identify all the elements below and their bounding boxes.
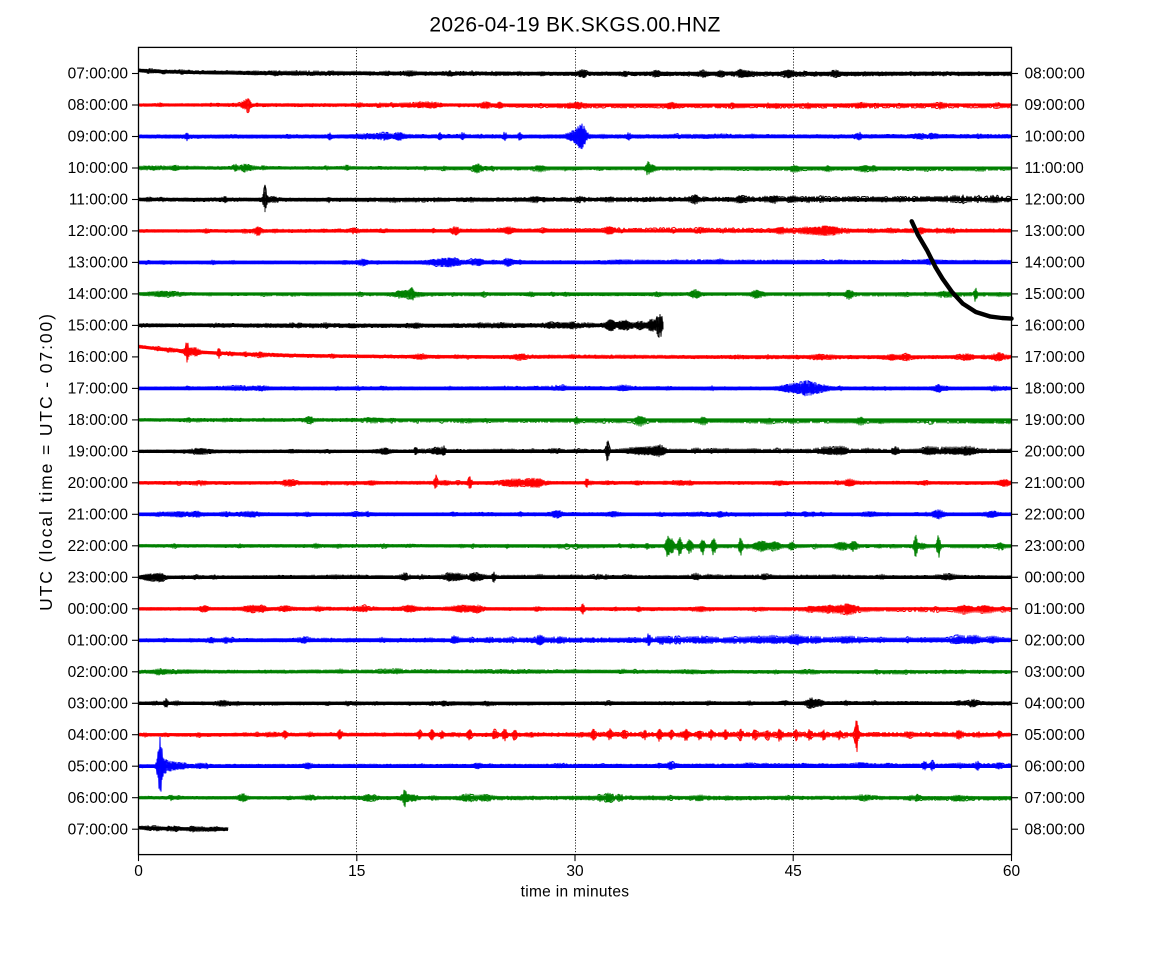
svg-text:11:00:00: 11:00:00 [1025, 160, 1085, 177]
svg-text:03:00:00: 03:00:00 [1025, 664, 1086, 681]
svg-text:21:00:00: 21:00:00 [1025, 475, 1086, 492]
svg-text:03:00:00: 03:00:00 [68, 696, 129, 713]
svg-text:02:00:00: 02:00:00 [1025, 633, 1086, 650]
svg-text:14:00:00: 14:00:00 [68, 286, 129, 303]
svg-text:00:00:00: 00:00:00 [1025, 570, 1086, 587]
svg-text:04:00:00: 04:00:00 [1025, 696, 1086, 713]
svg-text:time in minutes: time in minutes [521, 884, 630, 901]
svg-text:05:00:00: 05:00:00 [68, 758, 129, 775]
svg-text:13:00:00: 13:00:00 [1025, 223, 1086, 240]
svg-text:01:00:00: 01:00:00 [1025, 601, 1086, 618]
svg-text:10:00:00: 10:00:00 [1025, 129, 1086, 146]
svg-text:06:00:00: 06:00:00 [1025, 758, 1086, 775]
svg-text:08:00:00: 08:00:00 [68, 97, 129, 114]
svg-text:07:00:00: 07:00:00 [68, 821, 129, 838]
svg-text:19:00:00: 19:00:00 [68, 444, 129, 461]
svg-text:21:00:00: 21:00:00 [68, 507, 129, 524]
svg-text:20:00:00: 20:00:00 [68, 475, 129, 492]
svg-text:09:00:00: 09:00:00 [1025, 97, 1086, 114]
svg-text:11:00:00: 11:00:00 [69, 192, 129, 209]
svg-text:17:00:00: 17:00:00 [68, 381, 129, 398]
svg-text:14:00:00: 14:00:00 [1025, 255, 1086, 272]
svg-text:01:00:00: 01:00:00 [68, 633, 129, 650]
svg-text:15: 15 [348, 863, 365, 880]
svg-text:09:00:00: 09:00:00 [68, 129, 129, 146]
svg-text:15:00:00: 15:00:00 [1025, 286, 1086, 303]
svg-text:16:00:00: 16:00:00 [68, 349, 129, 366]
svg-text:07:00:00: 07:00:00 [68, 66, 129, 83]
svg-text:08:00:00: 08:00:00 [1025, 821, 1086, 838]
svg-text:06:00:00: 06:00:00 [68, 790, 129, 807]
svg-text:13:00:00: 13:00:00 [68, 255, 129, 272]
svg-text:07:00:00: 07:00:00 [1025, 790, 1086, 807]
svg-text:20:00:00: 20:00:00 [1025, 444, 1086, 461]
svg-text:17:00:00: 17:00:00 [1025, 349, 1086, 366]
svg-text:60: 60 [1003, 863, 1021, 880]
svg-text:23:00:00: 23:00:00 [1025, 538, 1086, 555]
svg-text:2026-04-19 BK.SKGS.00.HNZ: 2026-04-19 BK.SKGS.00.HNZ [429, 14, 720, 37]
svg-text:30: 30 [566, 863, 584, 880]
svg-text:16:00:00: 16:00:00 [1025, 318, 1086, 335]
svg-text:10:00:00: 10:00:00 [68, 160, 129, 177]
svg-text:04:00:00: 04:00:00 [68, 727, 129, 744]
svg-text:15:00:00: 15:00:00 [68, 318, 129, 335]
svg-text:00:00:00: 00:00:00 [68, 601, 129, 618]
svg-text:08:00:00: 08:00:00 [1025, 66, 1086, 83]
svg-text:23:00:00: 23:00:00 [68, 570, 129, 587]
svg-text:19:00:00: 19:00:00 [1025, 412, 1086, 429]
svg-text:22:00:00: 22:00:00 [1025, 507, 1086, 524]
svg-text:0: 0 [134, 863, 143, 880]
svg-text:05:00:00: 05:00:00 [1025, 727, 1086, 744]
svg-text:UTC (local time = UTC - 07:00): UTC (local time = UTC - 07:00) [36, 312, 56, 611]
svg-text:18:00:00: 18:00:00 [68, 412, 129, 429]
svg-text:45: 45 [785, 863, 802, 880]
svg-text:18:00:00: 18:00:00 [1025, 381, 1086, 398]
svg-text:02:00:00: 02:00:00 [68, 664, 129, 681]
svg-text:22:00:00: 22:00:00 [68, 538, 129, 555]
svg-text:12:00:00: 12:00:00 [68, 223, 129, 240]
svg-text:12:00:00: 12:00:00 [1025, 192, 1086, 209]
